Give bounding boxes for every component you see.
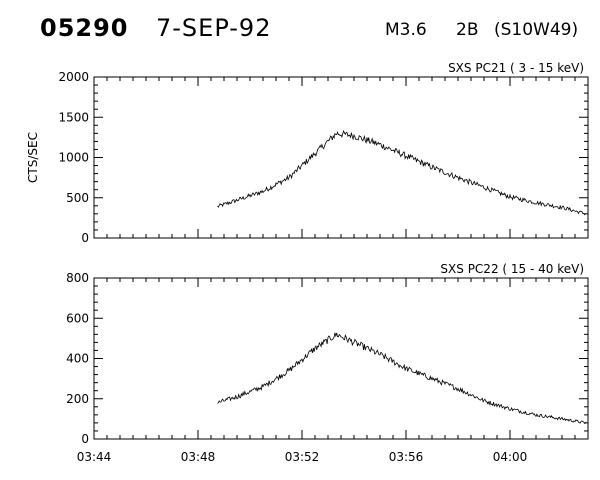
series-line-1-1 (217, 129, 586, 216)
x-tick-label-4: 04:00 (493, 450, 528, 464)
flare-location: (S10W49) (494, 20, 579, 40)
panel-title-1: SXS PC21 ( 3 - 15 keV) (448, 61, 584, 75)
event-date: 7-SEP-92 (156, 14, 272, 42)
y-tick-label-1-2: 1000 (58, 151, 89, 165)
event-id: 05290 (40, 14, 129, 42)
plot-frame-2 (93, 277, 589, 440)
series-line-2-1 (217, 332, 587, 425)
x-tick-label-0: 03:44 (77, 450, 112, 464)
y-tick-label-2-0: 0 (81, 432, 89, 446)
y-tick-label-1-0: 0 (81, 231, 89, 245)
goes-class: M3.6 (385, 20, 427, 40)
plot-frame-1 (93, 76, 589, 239)
x-tick-label-2: 03:52 (285, 450, 320, 464)
y-tick-label-2-1: 200 (66, 392, 89, 406)
y-tick-label-1-1: 500 (66, 191, 89, 205)
flare-class: 2B (456, 20, 479, 40)
y-tick-label-1-3: 1500 (58, 110, 89, 124)
y-tick-label-2-2: 400 (66, 352, 89, 366)
x-tick-label-3: 03:56 (389, 450, 424, 464)
y-tick-label-2-4: 800 (66, 271, 89, 285)
y-tick-label-2-3: 600 (66, 311, 89, 325)
x-tick-label-1: 03:48 (181, 450, 216, 464)
y-tick-label-1-4: 2000 (58, 70, 89, 84)
y-axis-label-1: CTS/SEC (26, 132, 40, 183)
panel-title-2: SXS PC22 ( 15 - 40 keV) (440, 262, 584, 276)
